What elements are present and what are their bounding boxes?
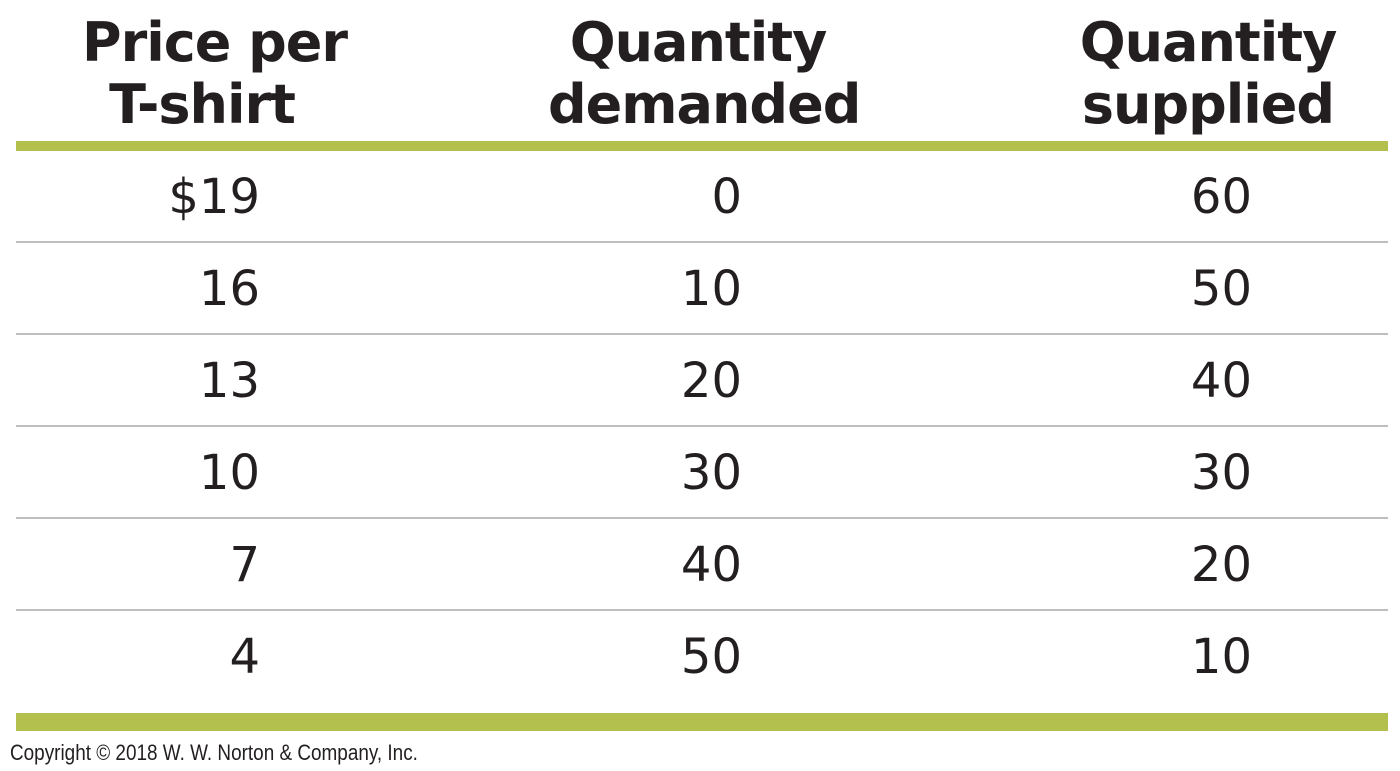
cell-price: $19 (168, 169, 260, 225)
column-header-supplied-line-2: supplied (1081, 73, 1335, 136)
column-header-supplied: Quantity supplied (1058, 12, 1358, 136)
column-header-demanded: Quantity demanded (548, 11, 861, 136)
cell-quantity-supplied: 10 (1190, 629, 1252, 685)
cell-price: 7 (229, 537, 260, 593)
cell-quantity-supplied: 30 (1190, 445, 1252, 501)
column-header-demanded-line-2: demanded (548, 73, 861, 136)
cell-quantity-supplied: 60 (1190, 169, 1252, 225)
cell-quantity-supplied: 20 (1190, 537, 1252, 593)
column-header-price: Price per T-shirt (82, 11, 348, 136)
cell-quantity-demanded: 20 (680, 353, 742, 409)
cell-quantity-demanded: 50 (680, 629, 742, 685)
cell-quantity-supplied: 40 (1190, 353, 1252, 409)
table-body: $19 0 60 16 10 50 13 20 40 10 30 30 7 40… (0, 151, 1400, 701)
copyright-notice: Copyright © 2018 W. W. Norton & Company,… (10, 740, 418, 765)
cell-price: 16 (198, 261, 260, 317)
table-row: 4 50 10 (16, 611, 1388, 701)
table-row: 10 30 30 (16, 427, 1388, 519)
cell-quantity-supplied: 50 (1190, 261, 1252, 317)
cell-price: 4 (229, 629, 260, 685)
cell-price: 10 (198, 445, 260, 501)
column-header-supplied-line-1: Quantity (1079, 11, 1338, 74)
column-header-price-line-1: Price per (82, 11, 348, 74)
cell-quantity-demanded: 40 (680, 537, 742, 593)
cell-quantity-demanded: 10 (680, 261, 742, 317)
table-row: 16 10 50 (16, 243, 1388, 335)
header-divider (16, 141, 1388, 151)
column-header-demanded-line-1: Quantity (569, 11, 828, 74)
table-row: 13 20 40 (16, 335, 1388, 427)
table-bottom-rule (16, 713, 1388, 731)
table-row: 7 40 20 (16, 519, 1388, 611)
column-header-price-line-2: T-shirt (109, 73, 296, 136)
cell-quantity-demanded: 0 (711, 169, 742, 225)
table-row: $19 0 60 (16, 151, 1388, 243)
cell-price: 13 (198, 353, 260, 409)
cell-quantity-demanded: 30 (680, 445, 742, 501)
table-header: Price per T-shirt Quantity demanded Quan… (0, 0, 1400, 142)
